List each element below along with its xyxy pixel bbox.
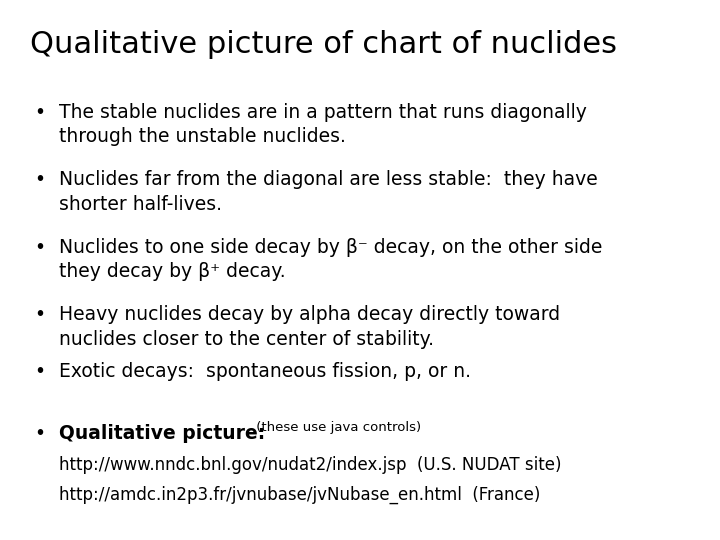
Text: •: •	[35, 238, 45, 256]
Text: •: •	[35, 305, 45, 324]
Text: Qualitative picture of chart of nuclides: Qualitative picture of chart of nuclides	[30, 30, 617, 59]
Text: http://www.nndc.bnl.gov/nudat2/index.jsp  (U.S. NUDAT site): http://www.nndc.bnl.gov/nudat2/index.jsp…	[59, 456, 562, 474]
Text: Exotic decays:  spontaneous fission, p, or n.: Exotic decays: spontaneous fission, p, o…	[59, 362, 471, 381]
Text: Nuclides far from the diagonal are less stable:  they have
shorter half-lives.: Nuclides far from the diagonal are less …	[59, 170, 598, 214]
Text: •: •	[35, 170, 45, 189]
Text: Qualitative picture:: Qualitative picture:	[59, 424, 265, 443]
Text: http://amdc.in2p3.fr/jvnubase/jvNubase_en.html  (France): http://amdc.in2p3.fr/jvnubase/jvNubase_e…	[59, 486, 541, 504]
Text: (these use java controls): (these use java controls)	[252, 421, 421, 434]
Text: The stable nuclides are in a pattern that runs diagonally
through the unstable n: The stable nuclides are in a pattern tha…	[59, 103, 587, 146]
Text: Heavy nuclides decay by alpha decay directly toward
nuclides closer to the cente: Heavy nuclides decay by alpha decay dire…	[59, 305, 560, 349]
Text: •: •	[35, 424, 45, 443]
Text: •: •	[35, 103, 45, 122]
Text: Nuclides to one side decay by β⁻ decay, on the other side
they decay by β⁺ decay: Nuclides to one side decay by β⁻ decay, …	[59, 238, 603, 281]
Text: •: •	[35, 362, 45, 381]
